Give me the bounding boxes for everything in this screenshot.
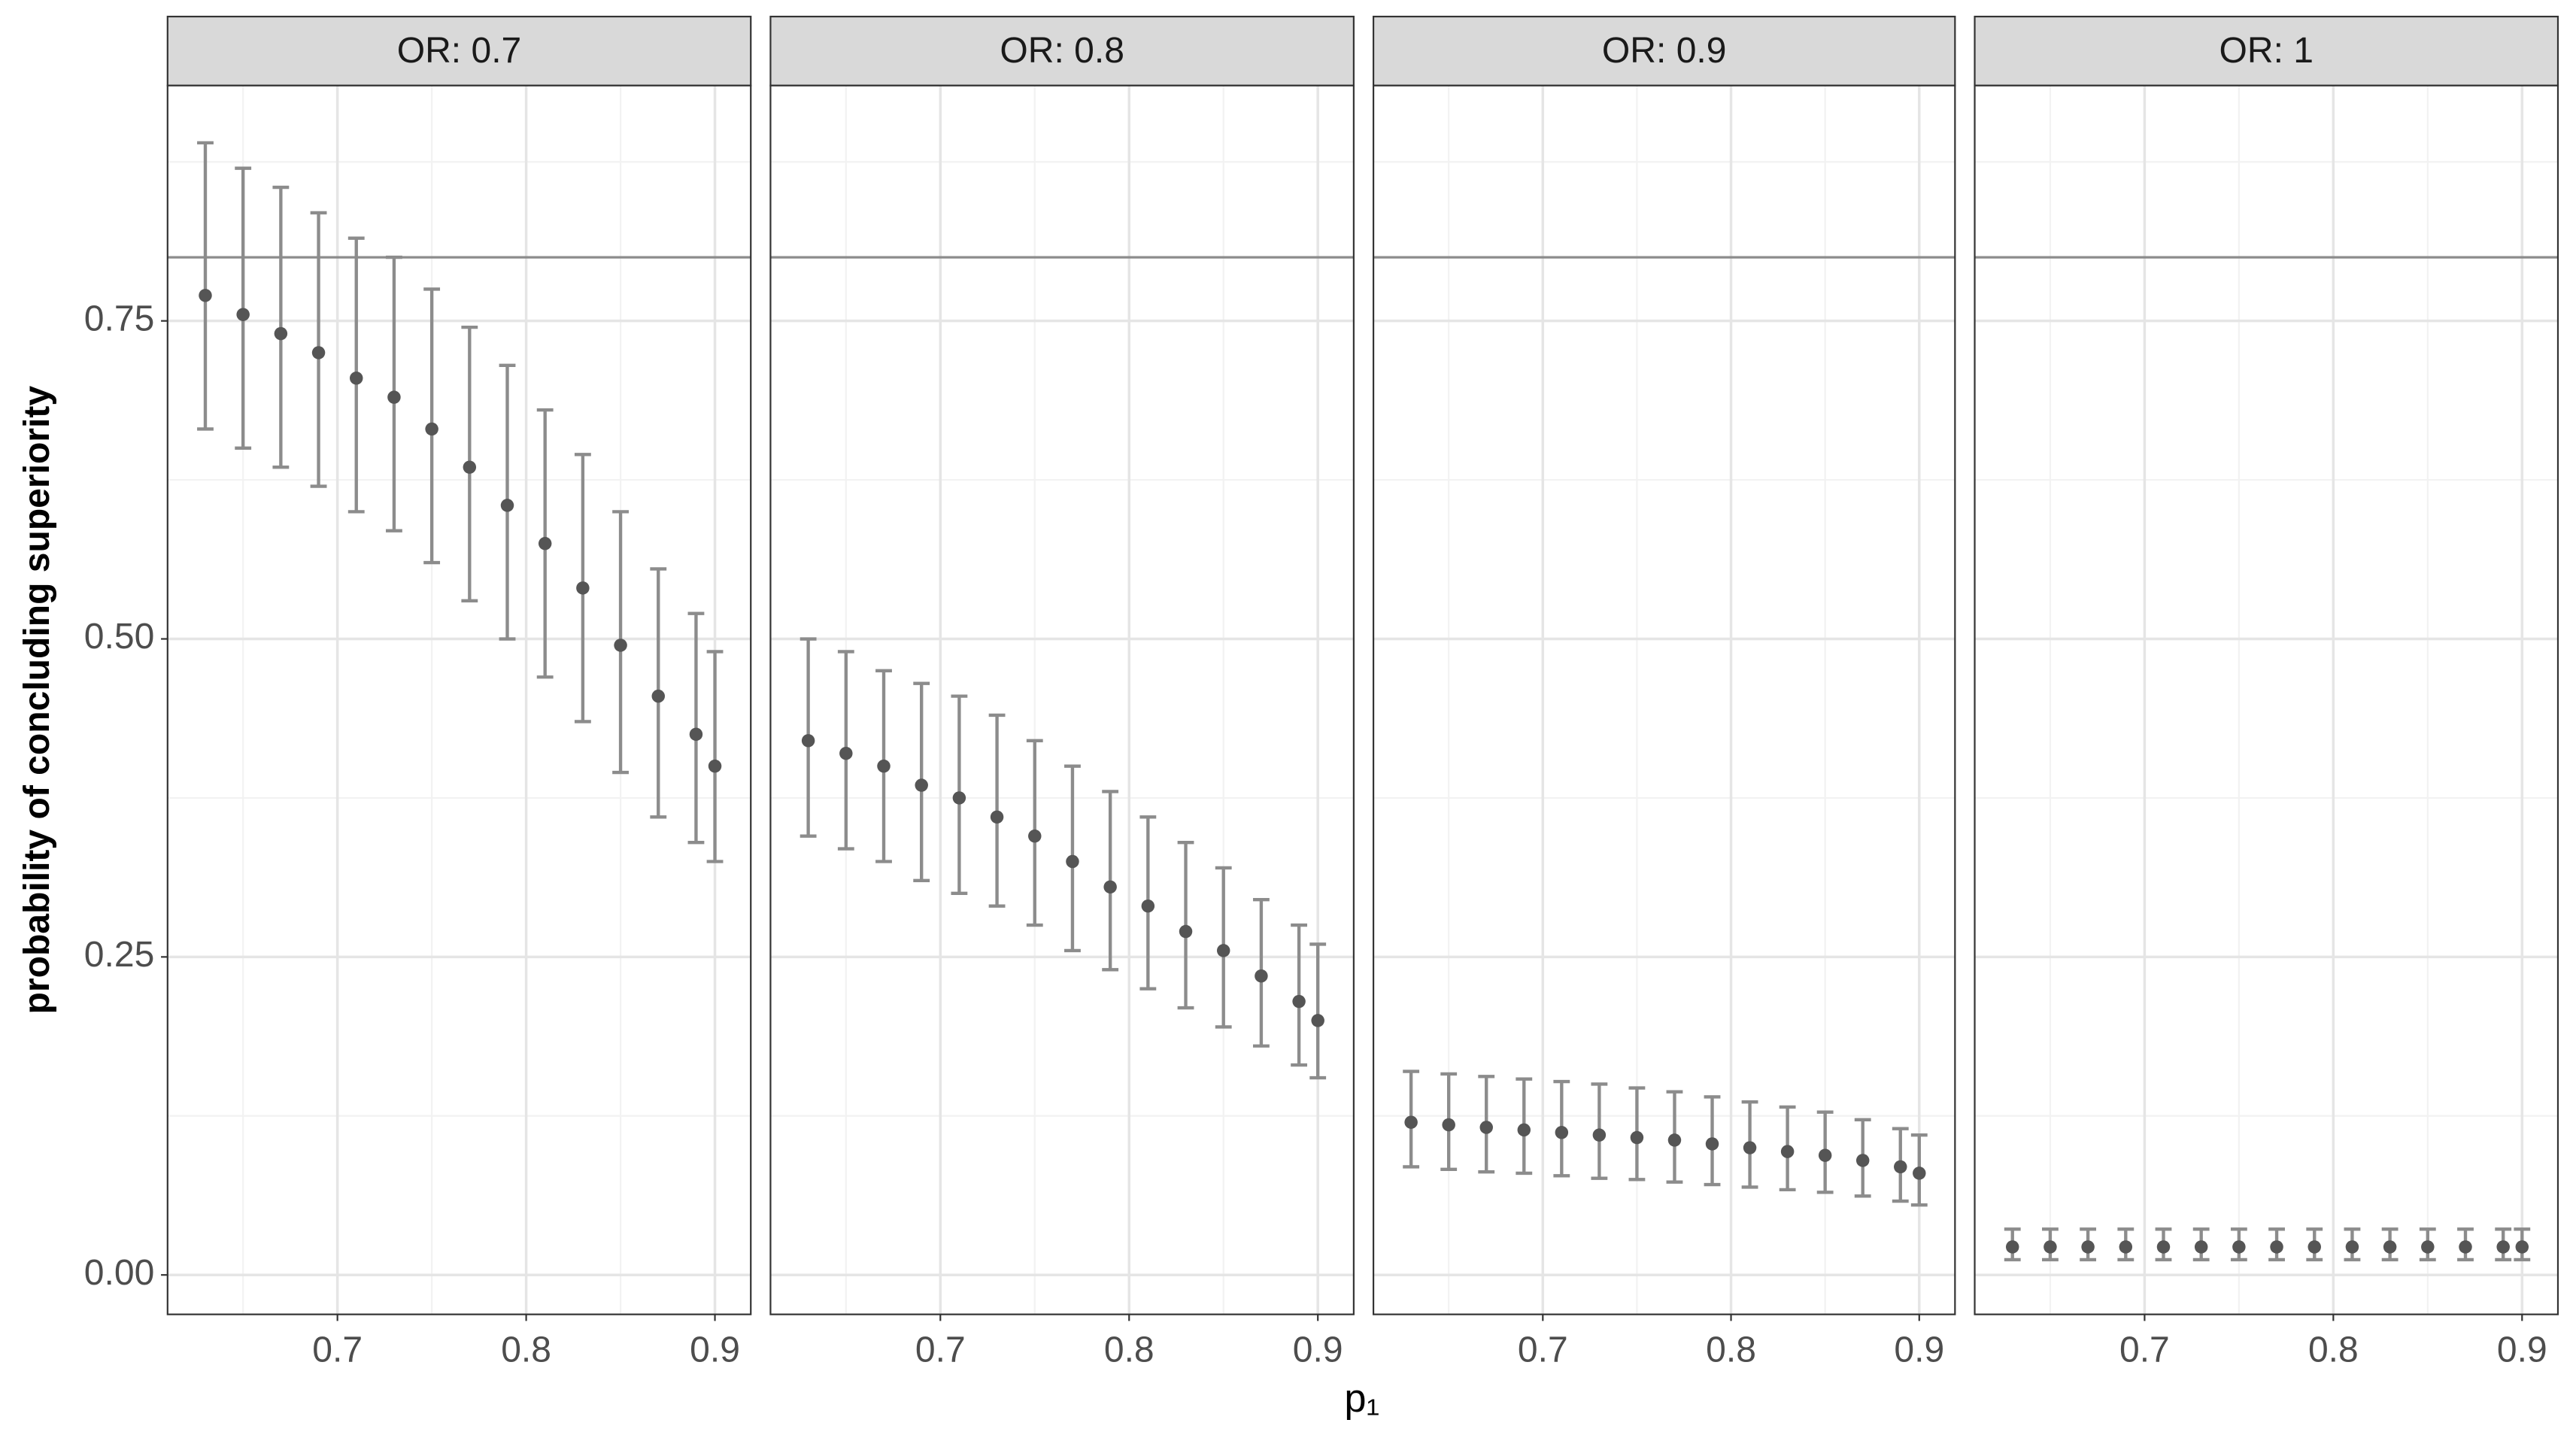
point bbox=[387, 390, 401, 404]
y-tick-label: 0.25 bbox=[84, 935, 155, 975]
y-tick-label: 0.75 bbox=[84, 299, 155, 338]
point bbox=[2156, 1240, 2171, 1254]
point bbox=[2044, 1240, 2057, 1254]
x-tick-label: 0.8 bbox=[501, 1330, 551, 1370]
x-tick-label: 0.9 bbox=[1894, 1330, 1944, 1370]
point bbox=[2232, 1240, 2246, 1254]
point bbox=[1404, 1115, 1418, 1129]
point bbox=[1705, 1137, 1719, 1151]
point bbox=[1442, 1118, 1455, 1132]
point bbox=[1743, 1141, 1757, 1154]
x-tick-label: 0.8 bbox=[2308, 1330, 2359, 1370]
point bbox=[1179, 924, 1193, 939]
x-tick-label: 0.7 bbox=[1518, 1330, 1568, 1370]
point bbox=[1103, 880, 1117, 894]
panel-border bbox=[769, 84, 1355, 1315]
x-tick-label: 0.9 bbox=[690, 1330, 740, 1370]
point bbox=[708, 759, 722, 773]
x-tick-label: 0.7 bbox=[2119, 1330, 2170, 1370]
point bbox=[990, 810, 1004, 824]
point bbox=[2515, 1240, 2529, 1254]
point bbox=[651, 689, 666, 703]
x-tick-label: 0.7 bbox=[915, 1330, 966, 1370]
point bbox=[576, 581, 590, 595]
point bbox=[1855, 1154, 1870, 1167]
point bbox=[877, 759, 891, 773]
point bbox=[2270, 1240, 2283, 1254]
y-tick-label: 0.50 bbox=[84, 617, 155, 657]
point bbox=[274, 326, 288, 341]
point bbox=[1913, 1166, 1926, 1180]
point bbox=[500, 499, 514, 512]
point bbox=[1555, 1126, 1569, 1139]
point bbox=[2421, 1240, 2435, 1254]
point bbox=[839, 746, 853, 760]
point bbox=[1517, 1123, 1531, 1137]
panel-border bbox=[166, 84, 752, 1315]
point bbox=[952, 791, 966, 805]
point bbox=[425, 422, 438, 436]
x-tick-label: 0.8 bbox=[1104, 1330, 1154, 1370]
panel-bg bbox=[1974, 85, 2558, 1315]
point bbox=[463, 460, 477, 474]
x-axis-title: p₁ bbox=[1344, 1377, 1379, 1421]
point bbox=[2496, 1240, 2510, 1254]
point bbox=[199, 289, 212, 302]
point bbox=[2119, 1240, 2133, 1254]
strip-title: OR: 0.7 bbox=[397, 31, 522, 71]
point bbox=[1141, 899, 1155, 913]
strip bbox=[166, 15, 752, 86]
strip-title: OR: 0.8 bbox=[1000, 31, 1124, 71]
y-axis-title: probability of concluding superiority bbox=[17, 386, 57, 1015]
point bbox=[1630, 1130, 1644, 1145]
point bbox=[689, 727, 703, 742]
strip-title: OR: 0.9 bbox=[1602, 31, 1727, 71]
x-tick-label: 0.8 bbox=[1706, 1330, 1756, 1370]
point bbox=[1667, 1133, 1682, 1147]
y-tick-label: 0.00 bbox=[84, 1253, 155, 1293]
panel-border bbox=[1372, 84, 1956, 1315]
point bbox=[1028, 829, 1042, 843]
x-tick-label: 0.9 bbox=[2497, 1330, 2547, 1370]
point bbox=[350, 372, 363, 385]
panel-border bbox=[1974, 84, 2559, 1315]
point bbox=[538, 536, 552, 551]
strip bbox=[1974, 15, 2559, 86]
point bbox=[236, 308, 250, 321]
x-tick-label: 0.7 bbox=[312, 1330, 363, 1370]
point bbox=[2194, 1240, 2208, 1254]
strip-title: OR: 1 bbox=[2219, 31, 2314, 71]
x-tick-label: 0.9 bbox=[1293, 1330, 1343, 1370]
point bbox=[2005, 1240, 2019, 1254]
point bbox=[1066, 854, 1079, 869]
point bbox=[1592, 1128, 1607, 1142]
point bbox=[915, 778, 928, 792]
point bbox=[801, 734, 815, 748]
strip bbox=[769, 15, 1355, 86]
point bbox=[2081, 1240, 2095, 1254]
point bbox=[614, 639, 627, 652]
point bbox=[1894, 1160, 1907, 1174]
point bbox=[1255, 969, 1268, 983]
point bbox=[2459, 1240, 2472, 1254]
point bbox=[1818, 1148, 1832, 1162]
point bbox=[1479, 1121, 1493, 1134]
panel-bg bbox=[770, 85, 1354, 1315]
panel-bg bbox=[1373, 85, 1956, 1315]
point bbox=[1292, 994, 1306, 1009]
point bbox=[2383, 1240, 2397, 1254]
point bbox=[1780, 1145, 1795, 1158]
point bbox=[311, 346, 326, 359]
point bbox=[2345, 1240, 2359, 1254]
point bbox=[2307, 1240, 2321, 1254]
point bbox=[1311, 1014, 1324, 1027]
point bbox=[1216, 944, 1230, 957]
